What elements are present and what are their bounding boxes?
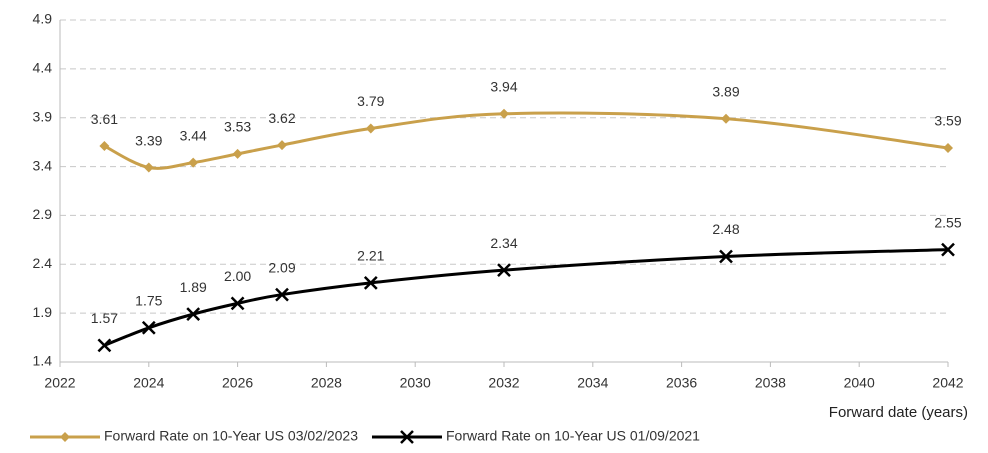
data-label: 2.34 bbox=[490, 235, 517, 251]
data-point bbox=[363, 275, 378, 290]
data-label: 2.00 bbox=[224, 268, 251, 284]
data-point bbox=[497, 263, 511, 278]
data-label: 3.62 bbox=[268, 110, 295, 126]
data-point bbox=[230, 296, 245, 311]
x-tick-label: 2028 bbox=[311, 375, 342, 391]
y-tick-label: 1.9 bbox=[33, 304, 53, 320]
y-tick-label: 4.9 bbox=[33, 11, 53, 27]
data-label: 3.39 bbox=[135, 132, 162, 148]
data-label: 2.48 bbox=[712, 221, 739, 237]
data-point bbox=[943, 143, 953, 154]
data-point bbox=[143, 162, 154, 173]
data-label: 1.75 bbox=[135, 293, 162, 309]
data-label: 3.94 bbox=[490, 79, 517, 95]
x-tick-label: 2022 bbox=[44, 375, 75, 391]
data-point bbox=[97, 338, 112, 353]
data-point bbox=[186, 307, 201, 322]
data-label: 1.57 bbox=[91, 310, 118, 326]
y-tick-label: 1.4 bbox=[33, 353, 53, 369]
data-label: 3.61 bbox=[91, 111, 118, 127]
x-tick-label: 2036 bbox=[666, 375, 697, 391]
y-tick-label: 3.9 bbox=[33, 108, 53, 124]
x-tick-label: 2032 bbox=[488, 375, 519, 391]
x-tick-label: 2042 bbox=[932, 375, 963, 391]
legend-label: Forward Rate on 10-Year US 01/09/2021 bbox=[446, 428, 700, 444]
data-label: 3.79 bbox=[357, 93, 384, 109]
y-tick-label: 4.4 bbox=[33, 60, 53, 76]
x-tick-label: 2026 bbox=[222, 375, 253, 391]
legend-label: Forward Rate on 10-Year US 03/02/2023 bbox=[104, 428, 358, 444]
data-label: 3.89 bbox=[712, 83, 739, 99]
x-axis-label: Forward date (years) bbox=[829, 404, 968, 421]
data-point bbox=[275, 287, 289, 302]
x-tick-label: 2024 bbox=[133, 375, 164, 391]
data-label: 3.59 bbox=[934, 113, 961, 129]
data-point bbox=[232, 148, 243, 159]
x-tick-label: 2034 bbox=[577, 375, 608, 391]
data-label: 2.55 bbox=[934, 214, 961, 230]
data-point bbox=[277, 140, 287, 151]
data-label: 3.44 bbox=[180, 127, 207, 143]
data-point bbox=[141, 320, 156, 335]
data-point bbox=[941, 242, 955, 257]
data-point bbox=[721, 113, 731, 124]
y-tick-label: 3.4 bbox=[33, 157, 53, 173]
y-tick-label: 2.9 bbox=[33, 206, 53, 222]
data-label: 3.53 bbox=[224, 119, 251, 135]
data-point bbox=[499, 108, 509, 119]
data-point bbox=[99, 141, 110, 152]
x-tick-label: 2030 bbox=[400, 375, 431, 391]
legend-marker bbox=[400, 430, 414, 444]
x-tick-label: 2038 bbox=[755, 375, 786, 391]
data-point bbox=[365, 123, 376, 134]
data-label: 2.21 bbox=[357, 248, 384, 264]
x-tick-label: 2040 bbox=[844, 375, 875, 391]
data-label: 1.89 bbox=[180, 279, 207, 295]
y-tick-label: 2.4 bbox=[33, 255, 53, 271]
data-label: 2.09 bbox=[268, 259, 295, 275]
data-point bbox=[188, 157, 199, 168]
data-point bbox=[719, 249, 733, 264]
legend-marker bbox=[60, 432, 70, 442]
